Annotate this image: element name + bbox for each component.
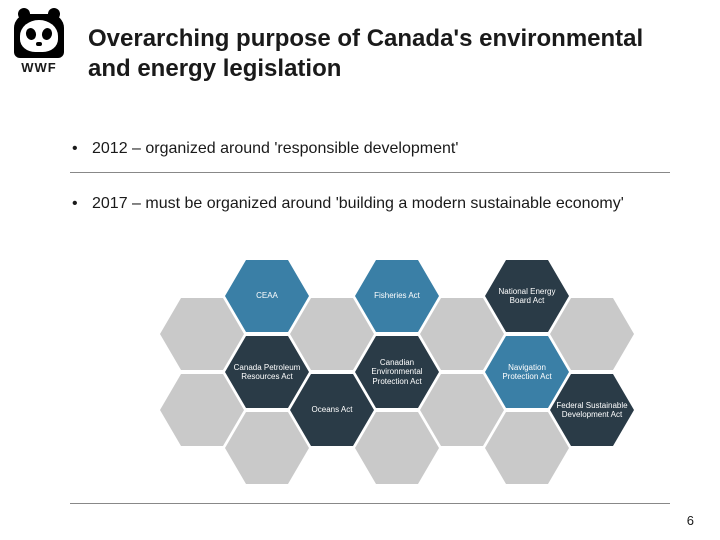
bullet-icon: • xyxy=(70,140,92,158)
hex-node-empty xyxy=(290,298,374,370)
bullet-icon: • xyxy=(70,195,92,213)
bullet-text: 2017 – must be organized around 'buildin… xyxy=(92,195,624,213)
divider xyxy=(70,172,670,173)
list-item: • 2017 – must be organized around 'build… xyxy=(70,187,670,223)
hex-node-empty xyxy=(225,412,309,484)
hex-node-empty xyxy=(420,374,504,446)
logo-text: WWF xyxy=(14,60,64,75)
hex-node: Oceans Act xyxy=(290,374,374,446)
hex-node-empty xyxy=(420,298,504,370)
hex-node: Fisheries Act xyxy=(355,260,439,332)
page-title: Overarching purpose of Canada's environm… xyxy=(88,24,680,84)
hex-diagram: CEAA Fisheries Act National Energy Board A… xyxy=(160,260,640,500)
hex-node: Canada Petroleum Resources Act xyxy=(225,336,309,408)
hex-node-empty xyxy=(485,412,569,484)
page-number: 6 xyxy=(687,513,694,528)
hex-node: CEAA xyxy=(225,260,309,332)
panda-icon xyxy=(14,14,64,58)
wwf-logo: WWF xyxy=(14,14,64,76)
bullet-text: 2012 – organized around 'responsible dev… xyxy=(92,140,458,158)
footer-divider xyxy=(70,503,670,504)
hex-node: Canadian Environmental Protection Act xyxy=(355,336,439,408)
hex-node-empty xyxy=(550,298,634,370)
hex-node-empty xyxy=(355,412,439,484)
hex-node: National Energy Board Act xyxy=(485,260,569,332)
bullet-list: • 2012 – organized around 'responsible d… xyxy=(70,132,670,223)
hex-node-empty xyxy=(160,374,244,446)
list-item: • 2012 – organized around 'responsible d… xyxy=(70,132,670,168)
hex-node: Navigation Protection Act xyxy=(485,336,569,408)
hex-node: Federal Sustainable Development Act xyxy=(550,374,634,446)
hex-node-empty xyxy=(160,298,244,370)
